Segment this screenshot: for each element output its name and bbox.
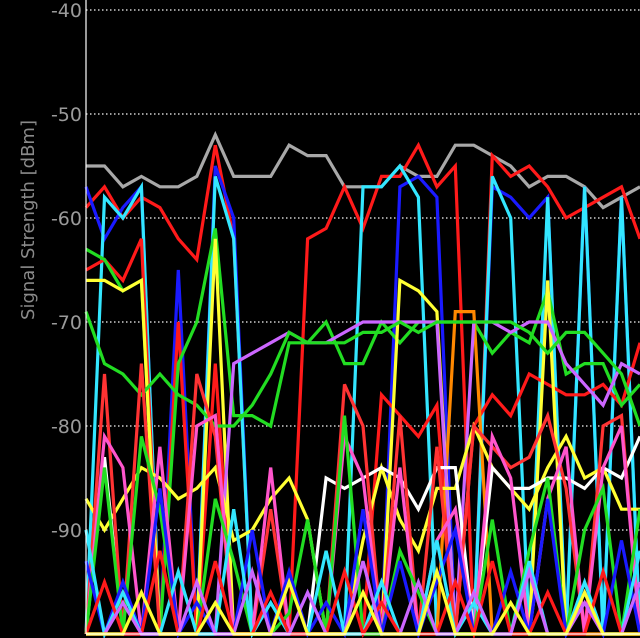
y-tick-label: -70	[51, 312, 82, 334]
series-line-10	[84, 311, 640, 428]
y-tick-labels: -40 -50 -60 -70 -80 -90	[51, 0, 82, 542]
series-line-2	[84, 141, 640, 636]
y-axis-title: Signal Strength [dBm]	[18, 120, 39, 320]
y-tick-label: -40	[51, 0, 82, 22]
series-line-11	[84, 421, 640, 636]
y-tick-label: -60	[51, 208, 82, 230]
y-tick-label: -80	[51, 416, 82, 438]
y-tick-label: -50	[51, 104, 82, 126]
y-tick-label: -90	[51, 520, 82, 542]
